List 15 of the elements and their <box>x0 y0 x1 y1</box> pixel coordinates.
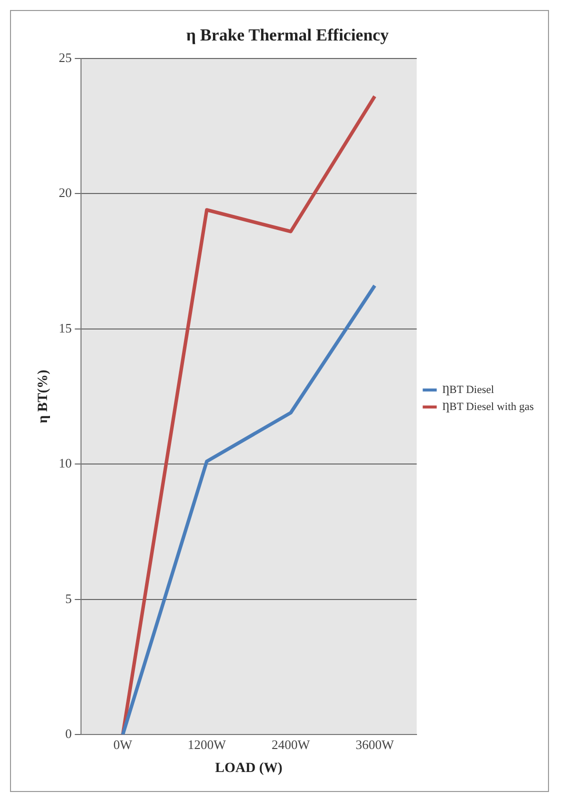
x-tick-label: 1200W <box>188 736 227 752</box>
chart-title: η Brake Thermal Efficiency <box>186 26 390 45</box>
legend-label: ȠBT Diesel <box>442 384 494 396</box>
x-tick-label: 2400W <box>272 736 311 752</box>
y-tick-label: 10 <box>58 456 72 471</box>
y-tick-label: 0 <box>65 726 72 742</box>
x-axis-title: LOAD (W) <box>215 761 283 776</box>
x-tick-label: 3600W <box>356 736 395 752</box>
y-tick-label: 20 <box>58 185 72 200</box>
y-tick-label: 15 <box>58 320 72 336</box>
y-tick-label: 25 <box>58 50 72 65</box>
x-tick-label: 0W <box>113 736 133 752</box>
legend-label: ȠBT Diesel with gas <box>442 400 534 413</box>
y-tick-label: 5 <box>65 590 72 606</box>
y-axis-title: η BT(%) <box>36 369 52 424</box>
